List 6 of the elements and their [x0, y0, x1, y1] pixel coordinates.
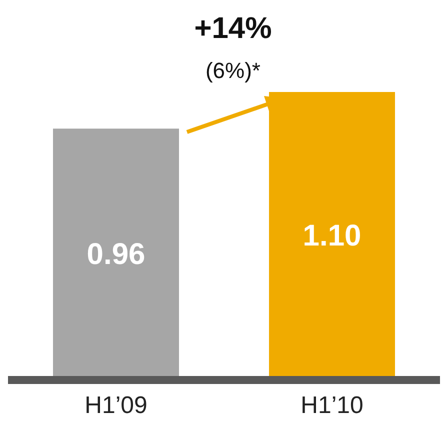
- x-tick-label: H1’10: [300, 392, 364, 420]
- text: (6%)*: [204, 58, 262, 84]
- text: +14%: [193, 12, 273, 46]
- data-label: 0.96: [86, 238, 146, 271]
- x-tick-label: H1’09: [84, 392, 148, 420]
- data-label: 1.10: [302, 220, 362, 252]
